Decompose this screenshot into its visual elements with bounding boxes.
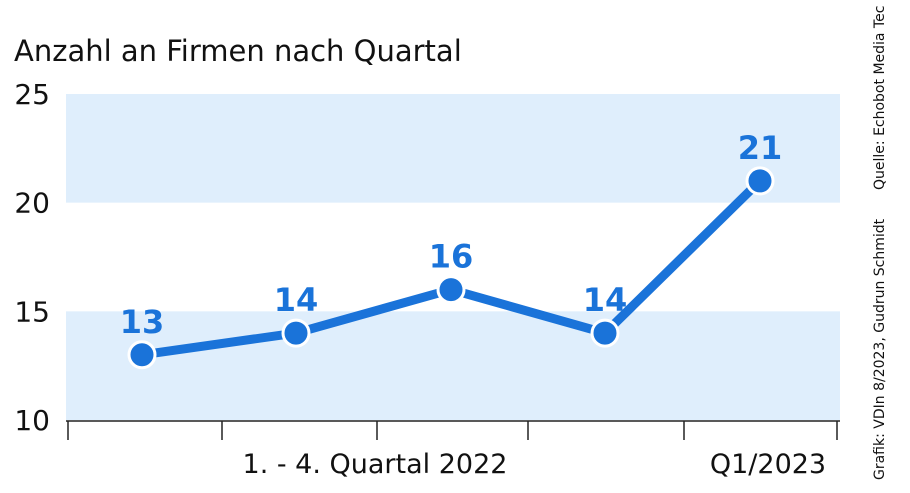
data-point <box>436 275 466 305</box>
data-label: 14 <box>583 281 628 319</box>
period-label: 1. - 4. Quartal 2022 <box>243 449 508 480</box>
data-label: 14 <box>274 281 319 319</box>
chart-title: Anzahl an Firmen nach Quartal <box>14 34 462 68</box>
grid-band <box>66 311 840 420</box>
data-point <box>281 318 311 348</box>
data-label: 13 <box>120 303 165 341</box>
grid-band <box>66 94 840 203</box>
y-tick-label: 25 <box>14 78 50 111</box>
credit-graphic: Grafik: VDIn 8/2023, Gudrun Schmidt <box>872 218 888 480</box>
period-label: Q1/2023 <box>710 449 826 480</box>
data-label: 16 <box>429 238 474 276</box>
data-label: 21 <box>738 129 783 167</box>
y-tick-label: 10 <box>14 404 50 437</box>
data-point <box>745 166 775 196</box>
y-tick-label: 15 <box>14 295 50 328</box>
data-point <box>590 318 620 348</box>
data-point <box>127 340 157 370</box>
y-tick-label: 20 <box>14 187 50 220</box>
credit-source: Quelle: Echobot Media Tec <box>872 6 888 190</box>
